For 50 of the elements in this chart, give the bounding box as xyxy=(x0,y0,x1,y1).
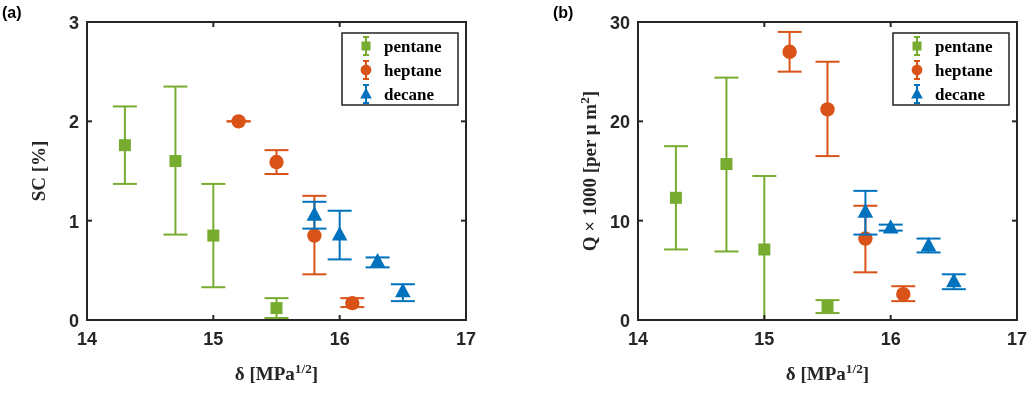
x-tick-label: 15 xyxy=(754,329,775,349)
point xyxy=(207,229,220,242)
y-tick-label: 0 xyxy=(619,311,630,331)
y-axis-title: SC [%] xyxy=(28,140,49,202)
point xyxy=(882,219,899,234)
point xyxy=(306,206,323,221)
point xyxy=(345,295,360,311)
x-tick-label: 17 xyxy=(1006,329,1028,349)
point xyxy=(395,282,411,298)
legend-label: decane xyxy=(935,85,986,104)
x-tick-label: 15 xyxy=(203,329,224,349)
y-tick-label: 0 xyxy=(68,311,79,331)
x-tick-label: 14 xyxy=(76,329,98,349)
point xyxy=(231,114,246,129)
legend-label: pentane xyxy=(935,37,994,56)
point xyxy=(720,158,733,171)
point xyxy=(307,228,322,243)
point xyxy=(369,252,386,268)
y-tick-label: 1 xyxy=(68,211,79,232)
x-tick-label: 17 xyxy=(455,329,477,349)
point xyxy=(118,139,131,152)
y-tick-label: 2 xyxy=(68,112,79,133)
legend-label: decane xyxy=(384,85,435,104)
legend-label: pentane xyxy=(384,37,443,56)
legend-label: heptane xyxy=(935,61,994,80)
y-tick-label: 3 xyxy=(68,13,79,33)
chart-title: (b) xyxy=(553,4,574,21)
x-axis-title: δ [MPa$^{1/2}$] xyxy=(785,360,870,384)
x-axis-title: δ [MPa$^{1/2}$] xyxy=(234,360,319,384)
point xyxy=(169,155,182,168)
point xyxy=(758,243,771,256)
point xyxy=(331,226,348,241)
legend-label: heptane xyxy=(384,61,443,80)
y-tick-label: 30 xyxy=(609,13,630,33)
y-tick-label: 10 xyxy=(609,211,630,232)
chart-title: (a) xyxy=(2,4,22,21)
point xyxy=(269,154,284,170)
point xyxy=(669,191,682,204)
point xyxy=(782,44,797,59)
y-tick-label: 20 xyxy=(609,112,630,133)
point xyxy=(946,272,962,288)
point xyxy=(821,300,834,313)
point xyxy=(857,203,874,218)
point xyxy=(920,237,937,252)
x-tick-label: 16 xyxy=(329,329,350,349)
x-tick-label: 14 xyxy=(627,329,649,349)
point xyxy=(896,286,911,302)
point xyxy=(270,302,283,315)
point xyxy=(820,102,835,117)
x-tick-label: 16 xyxy=(880,329,901,349)
